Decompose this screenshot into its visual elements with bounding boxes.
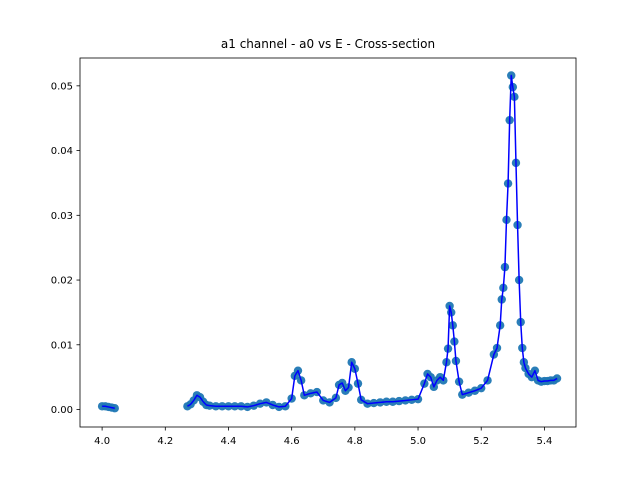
axes: 4.0 4.2 4.4 4.6 4.8 5.0 5.2 5.4 0.00 0.01 0.02 0.03…: [51, 57, 577, 447]
chart-title: a1 channel - a0 vs E - Cross-section: [221, 37, 435, 51]
y-tick-label: 0.04: [51, 146, 73, 157]
x-tick-label: 4.4: [221, 436, 237, 447]
plot-frame: [79, 57, 577, 428]
x-tick-label: 5.4: [536, 436, 552, 447]
series-line-segment: [102, 405, 115, 409]
x-tick-label: 4.6: [284, 436, 300, 447]
y-tick-label: 0.03: [51, 211, 73, 222]
x-tick-label: 4.8: [347, 436, 363, 447]
x-tick-label: 5.0: [410, 436, 426, 447]
y-tick-label: 0.00: [51, 405, 73, 416]
y-tick-label: 0.02: [51, 276, 73, 287]
y-tick-label: 0.05: [51, 81, 73, 92]
x-tick-label: 4.2: [157, 436, 173, 447]
x-tick-label: 4.0: [94, 436, 110, 447]
y-tick-label: 0.01: [51, 340, 73, 351]
x-tick-label: 5.2: [473, 436, 489, 447]
plot-area: [97, 71, 562, 413]
series-line-segment: [187, 74, 558, 408]
plot-clip-group: [97, 71, 562, 413]
